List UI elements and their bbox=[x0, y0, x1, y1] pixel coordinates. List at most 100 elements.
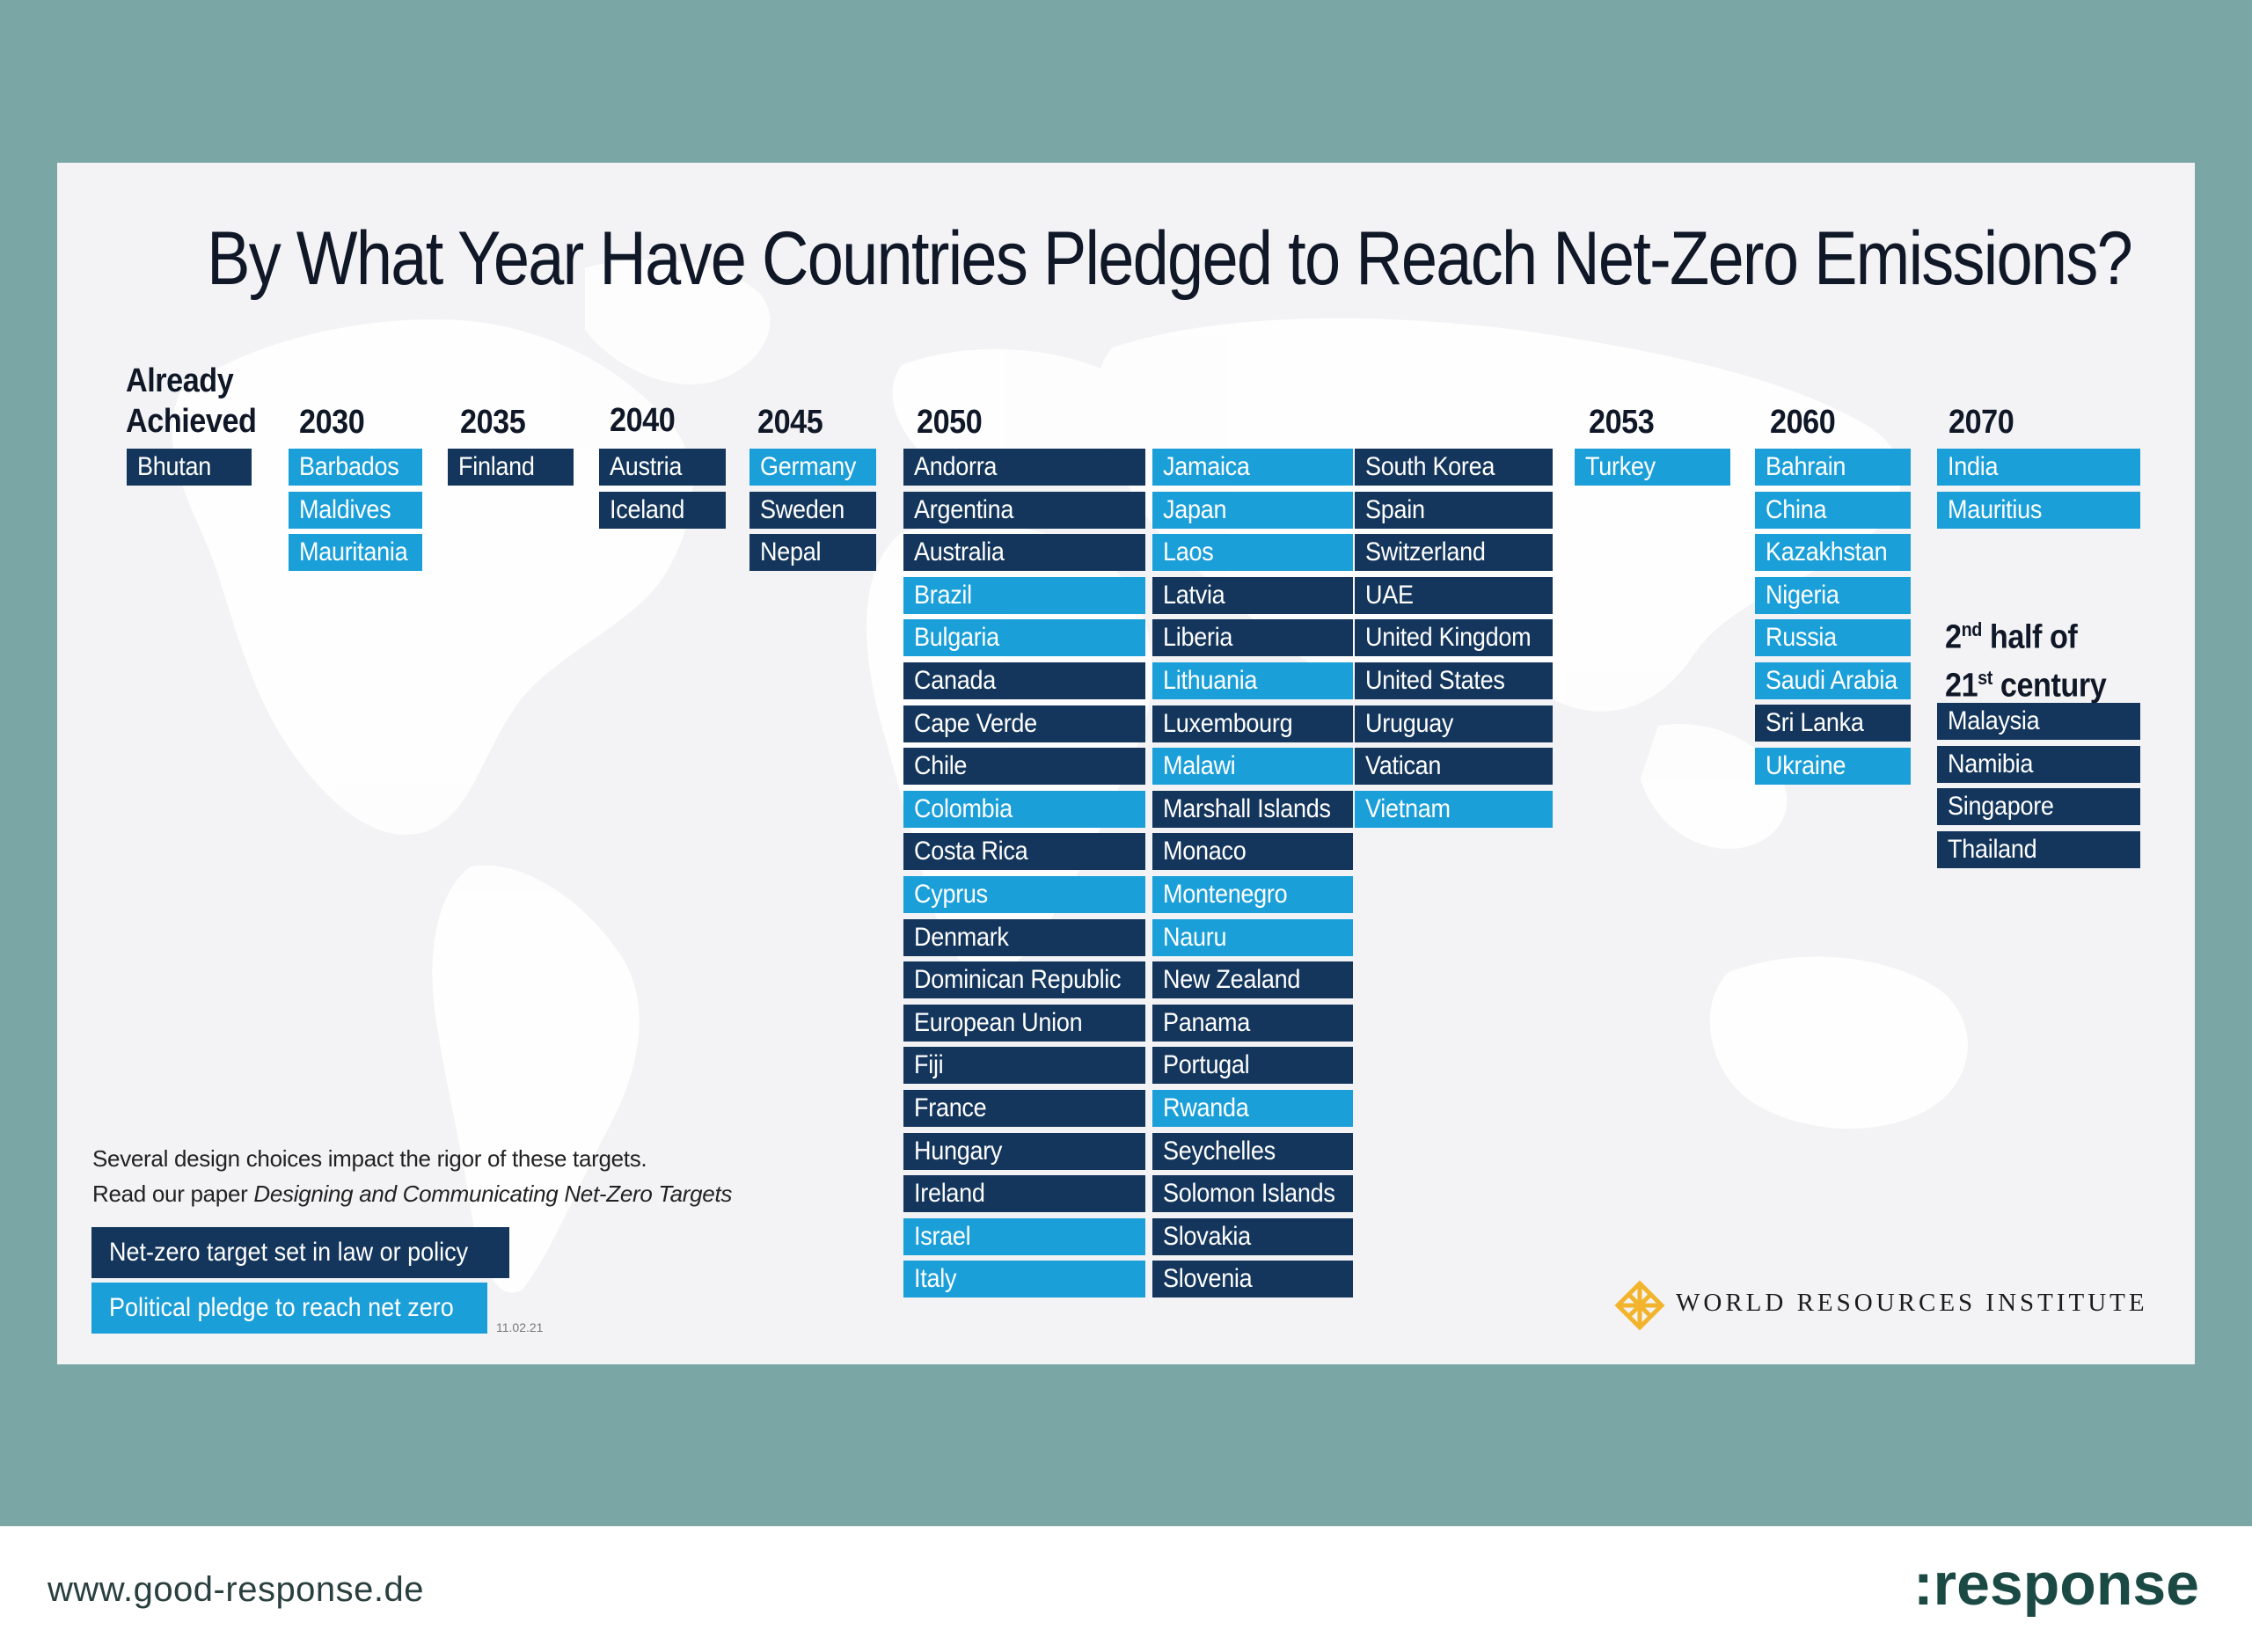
country-box-switzerland: Switzerland bbox=[1355, 534, 1553, 571]
country-label: Argentina bbox=[914, 495, 1014, 524]
second-half-line2-text: century bbox=[1992, 667, 2107, 705]
country-label: Montenegro bbox=[1163, 880, 1288, 909]
country-label: South Korea bbox=[1365, 452, 1495, 481]
country-box-european-union: European Union bbox=[903, 1005, 1145, 1042]
country-box-spain: Spain bbox=[1355, 492, 1553, 529]
country-box-costa-rica: Costa Rica bbox=[903, 833, 1145, 870]
country-box-malaysia: Malaysia bbox=[1937, 703, 2140, 740]
country-box-brazil: Brazil bbox=[903, 577, 1145, 614]
country-box-hungary: Hungary bbox=[903, 1133, 1145, 1170]
country-label: Canada bbox=[914, 666, 996, 695]
header-2045: 2045 bbox=[757, 404, 823, 441]
country-label: Israel bbox=[914, 1222, 971, 1251]
country-label: Latvia bbox=[1163, 581, 1225, 610]
country-box-solomon-islands: Solomon Islands bbox=[1152, 1175, 1353, 1212]
country-label: New Zealand bbox=[1163, 965, 1301, 994]
legend-law-policy-label: Net-zero target set in law or policy bbox=[109, 1238, 469, 1267]
country-box-liberia: Liberia bbox=[1152, 619, 1353, 656]
second-half-line1-sup: nd bbox=[1961, 618, 1983, 640]
country-box-malawi: Malawi bbox=[1152, 748, 1353, 785]
country-label: Jamaica bbox=[1163, 452, 1250, 481]
wri-name: WORLD RESOURCES INSTITUTE bbox=[1676, 1289, 2148, 1317]
header-2040: 2040 bbox=[610, 402, 676, 439]
country-label: Uruguay bbox=[1365, 709, 1454, 738]
country-box-nauru: Nauru bbox=[1152, 919, 1353, 956]
country-label: Laos bbox=[1163, 537, 1214, 567]
country-label: Solomon Islands bbox=[1163, 1179, 1335, 1208]
footer-url[interactable]: www.good-response.de bbox=[48, 1570, 425, 1609]
country-box-maldives: Maldives bbox=[289, 492, 422, 529]
country-box-united-kingdom: United Kingdom bbox=[1355, 619, 1553, 656]
country-label: Ukraine bbox=[1766, 751, 1846, 780]
country-label: Denmark bbox=[914, 923, 1009, 952]
country-label: Nauru bbox=[1163, 923, 1227, 952]
country-box-monaco: Monaco bbox=[1152, 833, 1353, 870]
country-label: India bbox=[1948, 452, 1999, 481]
country-label: Ireland bbox=[914, 1179, 985, 1208]
country-label: Lithuania bbox=[1163, 666, 1258, 695]
country-label: Costa Rica bbox=[914, 837, 1028, 866]
country-box-bahrain: Bahrain bbox=[1755, 449, 1911, 486]
country-box-nepal: Nepal bbox=[749, 534, 876, 571]
country-box-uruguay: Uruguay bbox=[1355, 705, 1553, 742]
header-2050: 2050 bbox=[917, 404, 983, 441]
second-half-line1-text: half of bbox=[1981, 618, 2078, 656]
country-box-panama: Panama bbox=[1152, 1005, 1353, 1042]
country-label: UAE bbox=[1365, 581, 1414, 610]
note-line1: Several design choices impact the rigor … bbox=[92, 1145, 647, 1172]
header-second-half-century: 2nd half of 21st century bbox=[1945, 610, 2107, 705]
country-label: Malaysia bbox=[1948, 706, 2040, 735]
country-box-canada: Canada bbox=[903, 662, 1145, 699]
country-box-ireland: Ireland bbox=[903, 1175, 1145, 1212]
country-box-cyprus: Cyprus bbox=[903, 876, 1145, 913]
date-stamp: 11.02.21 bbox=[496, 1320, 544, 1334]
country-label: European Union bbox=[914, 1008, 1083, 1037]
country-label: Russia bbox=[1766, 623, 1837, 652]
country-box-denmark: Denmark bbox=[903, 919, 1145, 956]
header-2053: 2053 bbox=[1589, 404, 1655, 441]
country-box-new-zealand: New Zealand bbox=[1152, 961, 1353, 998]
country-box-sweden: Sweden bbox=[749, 492, 876, 529]
country-label: Hungary bbox=[914, 1137, 1003, 1166]
country-box-uae: UAE bbox=[1355, 577, 1553, 614]
country-label: Vietnam bbox=[1365, 794, 1451, 823]
country-label: Monaco bbox=[1163, 837, 1247, 866]
country-box-colombia: Colombia bbox=[903, 791, 1145, 828]
country-box-laos: Laos bbox=[1152, 534, 1353, 571]
country-label: Germany bbox=[760, 452, 857, 481]
country-box-montenegro: Montenegro bbox=[1152, 876, 1353, 913]
country-box-sri-lanka: Sri Lanka bbox=[1755, 705, 1911, 742]
country-label: Luxembourg bbox=[1163, 709, 1293, 738]
country-box-china: China bbox=[1755, 492, 1911, 529]
country-label: Mauritius bbox=[1948, 495, 2043, 524]
header-2070: 2070 bbox=[1949, 404, 2014, 441]
country-label: Maldives bbox=[299, 495, 391, 524]
footer-brand-logo: :response bbox=[1913, 1551, 2199, 1618]
country-box-vatican: Vatican bbox=[1355, 748, 1553, 785]
country-label: Nepal bbox=[760, 537, 822, 567]
country-label: Seychelles bbox=[1163, 1137, 1276, 1166]
country-box-jamaica: Jamaica bbox=[1152, 449, 1353, 486]
country-box-lithuania: Lithuania bbox=[1152, 662, 1353, 699]
country-box-kazakhstan: Kazakhstan bbox=[1755, 534, 1911, 571]
country-label: Bulgaria bbox=[914, 623, 999, 652]
country-label: Marshall Islands bbox=[1163, 794, 1331, 823]
country-label: Colombia bbox=[914, 794, 1013, 823]
country-label: Barbados bbox=[299, 452, 399, 481]
country-label: Turkey bbox=[1585, 452, 1656, 481]
country-box-chile: Chile bbox=[903, 748, 1145, 785]
country-box-united-states: United States bbox=[1355, 662, 1553, 699]
second-half-line1-num: 2 bbox=[1945, 618, 1962, 656]
country-box-iceland: Iceland bbox=[599, 492, 726, 529]
country-box-argentina: Argentina bbox=[903, 492, 1145, 529]
country-label: Kazakhstan bbox=[1766, 537, 1888, 567]
country-box-dominican-republic: Dominican Republic bbox=[903, 961, 1145, 998]
header-2035: 2035 bbox=[460, 404, 526, 441]
paper-title-link[interactable]: Designing and Communicating Net-Zero Tar… bbox=[253, 1181, 733, 1207]
country-box-slovenia: Slovenia bbox=[1152, 1261, 1353, 1297]
note-line2: Read our paper Designing and Communicati… bbox=[92, 1176, 732, 1211]
country-label: Sweden bbox=[760, 495, 844, 524]
country-box-mauritania: Mauritania bbox=[289, 534, 422, 571]
country-label: Cyprus bbox=[914, 880, 988, 909]
country-box-bhutan: Bhutan bbox=[127, 449, 252, 486]
